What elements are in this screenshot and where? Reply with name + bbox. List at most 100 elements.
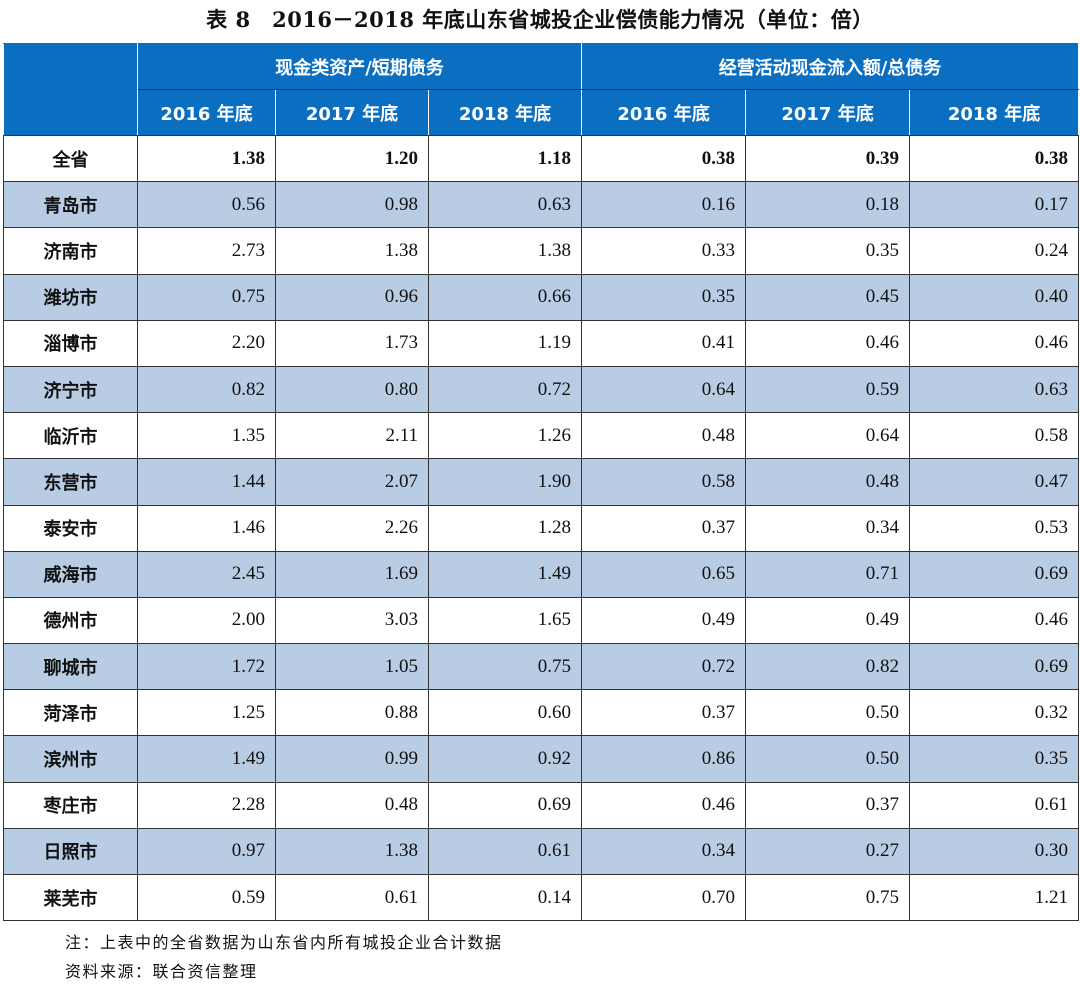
table-row: 全省 1.38 1.20 1.18 0.38 0.39 0.38 <box>3 134 1080 183</box>
region-name-cell: 泰安市 <box>3 504 138 552</box>
value-cell: 0.33 <box>581 227 747 275</box>
value-cell: 0.50 <box>745 735 911 783</box>
value-cell: 0.45 <box>745 273 911 321</box>
value-cell: 0.99 <box>275 735 429 783</box>
value-cell: 0.35 <box>581 273 747 321</box>
table-row: 东营市 1.44 2.07 1.90 0.58 0.48 0.47 <box>3 458 1080 506</box>
value-cell: 0.49 <box>581 596 747 645</box>
value-cell: 0.27 <box>745 827 911 876</box>
header-blank-cell <box>3 43 138 136</box>
value-cell: 1.44 <box>137 458 276 506</box>
solvency-table: 现金类资产/短期债务 经营活动现金流入额/总债务 2016 年底 2017 年底 2… <box>3 43 1080 922</box>
value-cell: 0.61 <box>427 827 583 876</box>
value-cell: 0.71 <box>745 550 911 598</box>
table-row: 菏泽市 1.25 0.88 0.60 0.37 0.50 0.32 <box>3 689 1080 737</box>
value-cell: 0.64 <box>745 412 911 460</box>
value-cell: 0.14 <box>427 873 583 922</box>
value-cell: 0.37 <box>581 504 747 552</box>
value-cell: 0.37 <box>745 781 911 829</box>
value-cell: 0.56 <box>137 181 276 229</box>
value-cell: 0.49 <box>745 596 911 645</box>
value-cell: 0.48 <box>581 412 747 460</box>
table-row: 聊城市 1.72 1.05 0.75 0.72 0.82 0.69 <box>3 643 1080 691</box>
value-cell: 1.72 <box>137 643 276 691</box>
value-cell: 3.03 <box>275 596 429 645</box>
value-cell: 0.46 <box>909 319 1080 367</box>
value-cell: 0.61 <box>909 781 1080 829</box>
value-cell: 0.46 <box>745 319 911 367</box>
value-cell: 0.41 <box>581 319 747 367</box>
header-year-cell: 2017 年底 <box>745 89 911 136</box>
region-name-cell: 威海市 <box>3 550 138 598</box>
table-row: 淄博市 2.20 1.73 1.19 0.41 0.46 0.46 <box>3 319 1080 367</box>
table-row: 枣庄市 2.28 0.48 0.69 0.46 0.37 0.61 <box>3 781 1080 829</box>
region-name-cell: 淄博市 <box>3 319 138 367</box>
table-row: 青岛市 0.56 0.98 0.63 0.16 0.18 0.17 <box>3 181 1080 229</box>
value-cell: 1.18 <box>427 134 583 183</box>
table-row: 莱芜市 0.59 0.61 0.14 0.70 0.75 1.21 <box>3 873 1080 922</box>
value-cell: 0.34 <box>745 504 911 552</box>
value-cell: 1.21 <box>909 873 1080 922</box>
value-cell: 0.97 <box>137 827 276 876</box>
region-name-cell: 聊城市 <box>3 643 138 691</box>
value-cell: 0.65 <box>581 550 747 598</box>
value-cell: 0.66 <box>427 273 583 321</box>
value-cell: 0.59 <box>137 873 276 922</box>
value-cell: 1.46 <box>137 504 276 552</box>
value-cell: 1.20 <box>275 134 429 183</box>
value-cell: 2.07 <box>275 458 429 506</box>
value-cell: 0.47 <box>909 458 1080 506</box>
value-cell: 0.58 <box>909 412 1080 460</box>
value-cell: 1.69 <box>275 550 429 598</box>
value-cell: 0.80 <box>275 365 429 414</box>
value-cell: 0.32 <box>909 689 1080 737</box>
value-cell: 0.38 <box>581 134 747 183</box>
value-cell: 1.38 <box>427 227 583 275</box>
table-row: 济南市 2.73 1.38 1.38 0.33 0.35 0.24 <box>3 227 1080 275</box>
value-cell: 2.26 <box>275 504 429 552</box>
table-row: 临沂市 1.35 2.11 1.26 0.48 0.64 0.58 <box>3 412 1080 460</box>
value-cell: 1.49 <box>427 550 583 598</box>
value-cell: 0.53 <box>909 504 1080 552</box>
table-note: 注：上表中的全省数据为山东省内所有城投企业合计数据 <box>65 933 503 952</box>
value-cell: 0.24 <box>909 227 1080 275</box>
table-row: 威海市 2.45 1.69 1.49 0.65 0.71 0.69 <box>3 550 1080 598</box>
value-cell: 0.59 <box>745 365 911 414</box>
value-cell: 0.34 <box>581 827 747 876</box>
value-cell: 0.46 <box>581 781 747 829</box>
value-cell: 1.38 <box>275 227 429 275</box>
region-name-cell: 德州市 <box>3 596 138 645</box>
region-name-cell: 莱芜市 <box>3 873 138 922</box>
header-year-cell: 2016 年底 <box>137 89 276 136</box>
value-cell: 0.38 <box>909 134 1080 183</box>
value-cell: 0.72 <box>427 365 583 414</box>
region-name-cell: 青岛市 <box>3 181 138 229</box>
value-cell: 1.35 <box>137 412 276 460</box>
value-cell: 1.73 <box>275 319 429 367</box>
value-cell: 0.63 <box>427 181 583 229</box>
region-name-cell: 东营市 <box>3 458 138 506</box>
table-row: 济宁市 0.82 0.80 0.72 0.64 0.59 0.63 <box>3 365 1080 414</box>
value-cell: 0.82 <box>137 365 276 414</box>
region-name-cell: 日照市 <box>3 827 138 876</box>
value-cell: 0.35 <box>745 227 911 275</box>
value-cell: 0.82 <box>745 643 911 691</box>
header-year-cell: 2016 年底 <box>581 89 747 136</box>
value-cell: 1.05 <box>275 643 429 691</box>
value-cell: 0.63 <box>909 365 1080 414</box>
value-cell: 2.11 <box>275 412 429 460</box>
value-cell: 1.65 <box>427 596 583 645</box>
value-cell: 1.25 <box>137 689 276 737</box>
table-row: 潍坊市 0.75 0.96 0.66 0.35 0.45 0.40 <box>3 273 1080 321</box>
region-name-cell: 全省 <box>3 134 138 183</box>
header-row-years: 2016 年底 2017 年底 2018 年底 2016 年底 2017 年底 2018 … <box>4 89 1080 136</box>
header-group-cashflow-ratio: 经营活动现金流入额/总债务 <box>581 43 1080 90</box>
value-cell: 0.69 <box>909 643 1080 691</box>
table-row: 泰安市 1.46 2.26 1.28 0.37 0.34 0.53 <box>3 504 1080 552</box>
value-cell: 2.45 <box>137 550 276 598</box>
region-name-cell: 枣庄市 <box>3 781 138 829</box>
header-year-cell: 2017 年底 <box>275 89 429 136</box>
table-source: 资料来源：联合资信整理 <box>65 962 258 981</box>
value-cell: 2.00 <box>137 596 276 645</box>
value-cell: 1.19 <box>427 319 583 367</box>
